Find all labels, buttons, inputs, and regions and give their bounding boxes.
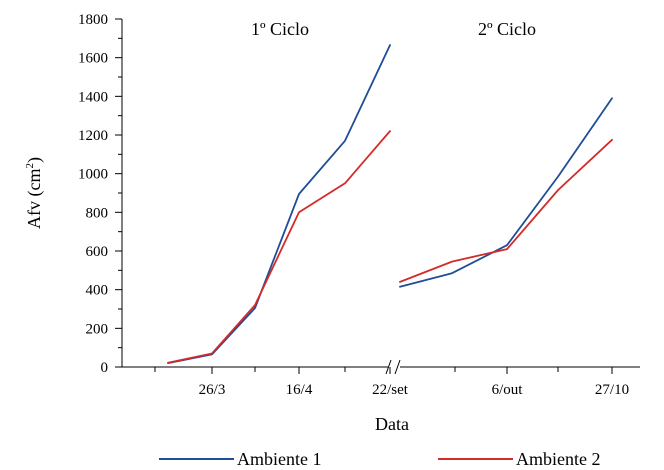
series-line-ambiente-1-panel-1 bbox=[167, 44, 391, 365]
axis-break-mark-left bbox=[385, 359, 392, 375]
y-tick-label: 800 bbox=[86, 205, 109, 221]
x-tick-label: 6/out bbox=[492, 382, 524, 398]
series-line-ambiente-2-panel-1 bbox=[167, 130, 391, 364]
y-tick-label: 400 bbox=[86, 283, 109, 299]
panel-label-cycle-2: 2º Ciclo bbox=[478, 19, 536, 39]
x-tick-label: 16/4 bbox=[286, 382, 313, 398]
y-tick-label: 1800 bbox=[78, 12, 108, 28]
x-axis-title: Data bbox=[375, 414, 409, 434]
y-tick-label: 200 bbox=[86, 321, 109, 337]
series-line-ambiente-2-panel-2 bbox=[399, 138, 613, 283]
series-layer bbox=[167, 44, 613, 365]
axis-break-mark-right bbox=[394, 359, 401, 375]
x-tick-label: 26/3 bbox=[199, 382, 226, 398]
x-tick-label: 27/10 bbox=[595, 382, 629, 398]
panel-label-cycle-1: 1º Ciclo bbox=[251, 19, 309, 39]
legend: Ambiente 1 Ambiente 2 bbox=[159, 449, 600, 469]
y-axis-title: Afv (cm2) bbox=[24, 157, 45, 229]
y-tick-label: 1600 bbox=[78, 51, 108, 67]
y-tick-label: 1000 bbox=[78, 167, 108, 183]
x-ticks: 26/3 16/4 22/set 6/out 27/10 bbox=[154, 367, 629, 398]
y-tick-label: 1400 bbox=[78, 89, 108, 105]
y-ticks: 0 200 400 600 800 1000 1200 1400 1600 1800 bbox=[78, 12, 122, 376]
x-tick-label: 22/set bbox=[372, 382, 409, 398]
y-tick-label: 600 bbox=[86, 244, 109, 260]
legend-label-ambiente-2: Ambiente 2 bbox=[516, 449, 600, 469]
legend-label-ambiente-1: Ambiente 1 bbox=[237, 449, 321, 469]
y-tick-label: 1200 bbox=[78, 128, 108, 144]
series-line-ambiente-1-panel-2 bbox=[399, 97, 613, 288]
y-tick-label: 0 bbox=[101, 360, 109, 376]
